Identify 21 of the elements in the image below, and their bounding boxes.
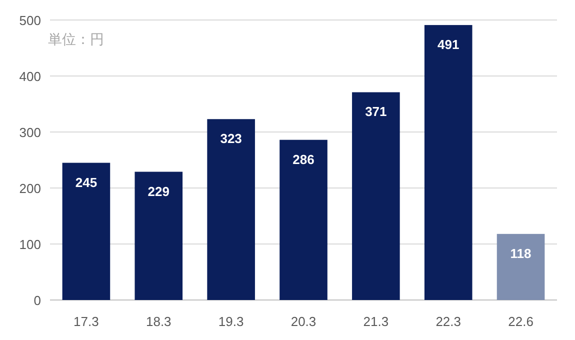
xtick: 20.3 — [290, 314, 316, 329]
ytick: 200 — [19, 181, 41, 196]
data-label: 491 — [438, 37, 460, 52]
data-label: 286 — [292, 152, 314, 167]
xtick: 21.3 — [363, 314, 389, 329]
xtick: 22.6 — [508, 314, 534, 329]
xtick: 22.3 — [436, 314, 462, 329]
data-label: 323 — [220, 131, 242, 146]
ytick: 100 — [19, 237, 41, 252]
ytick: 500 — [19, 13, 41, 28]
xtick: 18.3 — [146, 314, 172, 329]
ytick: 0 — [34, 293, 41, 308]
annotation: 単位：円 — [48, 31, 104, 47]
xtick: 17.3 — [74, 314, 99, 329]
data-label: 245 — [75, 174, 98, 190]
data-label: 371 — [365, 104, 387, 120]
xtick: 19.3 — [218, 314, 244, 329]
ytick: 300 — [19, 125, 41, 140]
data-label: 229 — [148, 184, 170, 199]
data-label: 118 — [510, 246, 532, 261]
ytick: 400 — [19, 69, 41, 84]
